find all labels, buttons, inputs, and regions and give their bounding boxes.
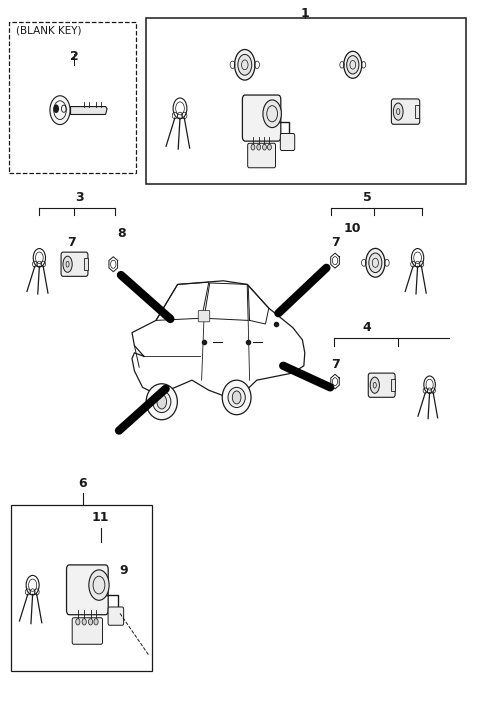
- FancyBboxPatch shape: [368, 373, 395, 397]
- FancyBboxPatch shape: [280, 133, 295, 150]
- Circle shape: [257, 144, 261, 150]
- Ellipse shape: [393, 103, 403, 120]
- Ellipse shape: [347, 55, 359, 74]
- FancyBboxPatch shape: [198, 310, 210, 322]
- Bar: [146, 18, 466, 184]
- Ellipse shape: [222, 380, 251, 415]
- Ellipse shape: [63, 256, 72, 272]
- FancyBboxPatch shape: [67, 565, 108, 615]
- Text: 11: 11: [92, 511, 109, 524]
- Text: 5: 5: [363, 191, 372, 204]
- Polygon shape: [71, 107, 107, 114]
- Ellipse shape: [366, 248, 385, 277]
- Text: 9: 9: [119, 564, 128, 577]
- Text: 7: 7: [331, 236, 339, 249]
- FancyBboxPatch shape: [72, 618, 103, 644]
- Circle shape: [251, 144, 255, 150]
- Text: 4: 4: [363, 321, 372, 334]
- Text: 10: 10: [344, 222, 361, 235]
- Ellipse shape: [370, 377, 379, 393]
- Text: 7: 7: [331, 358, 339, 371]
- Ellipse shape: [228, 387, 245, 408]
- Ellipse shape: [50, 96, 70, 125]
- Ellipse shape: [89, 570, 109, 600]
- Text: 7: 7: [67, 236, 75, 249]
- Circle shape: [94, 618, 98, 625]
- Text: (BLANK KEY): (BLANK KEY): [16, 25, 81, 35]
- Bar: [11, 505, 152, 671]
- Text: 2: 2: [70, 50, 79, 63]
- Circle shape: [53, 104, 59, 113]
- Ellipse shape: [153, 391, 171, 413]
- Text: 8: 8: [118, 228, 126, 240]
- Text: 3: 3: [75, 191, 84, 204]
- Ellipse shape: [235, 50, 255, 80]
- Bar: [84, 258, 87, 270]
- Ellipse shape: [344, 51, 362, 78]
- Bar: [391, 379, 395, 391]
- Circle shape: [263, 144, 266, 150]
- Text: 1: 1: [300, 7, 309, 20]
- Ellipse shape: [369, 253, 382, 273]
- Circle shape: [82, 618, 86, 625]
- FancyBboxPatch shape: [61, 252, 88, 276]
- FancyBboxPatch shape: [248, 143, 276, 168]
- FancyBboxPatch shape: [391, 99, 420, 125]
- Circle shape: [232, 391, 241, 404]
- Ellipse shape: [263, 100, 281, 127]
- Circle shape: [267, 144, 271, 150]
- FancyBboxPatch shape: [108, 607, 124, 625]
- Text: 6: 6: [79, 477, 87, 490]
- Circle shape: [88, 618, 93, 625]
- Circle shape: [76, 618, 80, 625]
- FancyBboxPatch shape: [242, 95, 281, 141]
- Bar: [415, 105, 420, 117]
- Circle shape: [157, 395, 167, 409]
- Ellipse shape: [146, 384, 178, 420]
- Ellipse shape: [238, 55, 252, 75]
